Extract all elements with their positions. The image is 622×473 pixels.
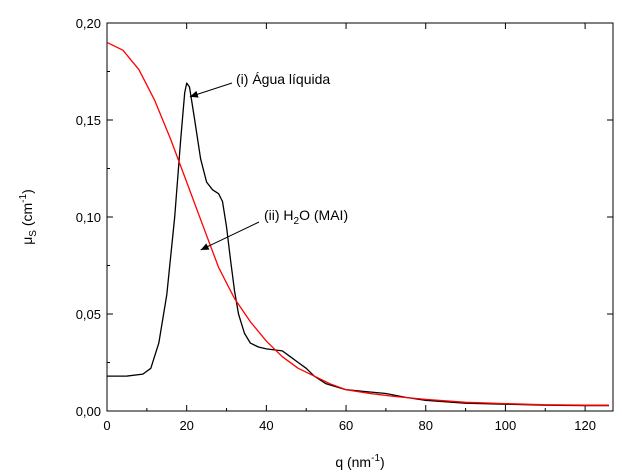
- annotation-arrowhead-2: [200, 243, 210, 250]
- x-axis-ticks: 0 20 40 60 80 100 120: [103, 23, 596, 433]
- x-axis-label-sup: -1: [371, 453, 380, 464]
- x-tick-label: 0: [103, 418, 110, 433]
- annotations: (i) Água líquida (ii) H2O (MAI): [189, 71, 348, 251]
- annotation-arrow-2: [200, 221, 260, 251]
- y-axis-label: μS (cm-1): [18, 189, 39, 245]
- annotation-arrowhead-1: [189, 90, 199, 98]
- series-line-2: [106, 41, 609, 406]
- x-tick-label: 60: [339, 418, 353, 433]
- annotation-h2o-sub: 2: [294, 216, 300, 227]
- x-tick-label: 120: [574, 418, 596, 433]
- y-axis-label-sup: -1: [18, 193, 29, 202]
- annotation-h2o-mai: (ii) H2O (MAI): [264, 207, 348, 227]
- y-tick-label: 0,15: [76, 113, 101, 128]
- y-axis-label-mid: (cm: [19, 203, 35, 230]
- y-axis-label-main: μ: [19, 237, 35, 245]
- x-axis-label-close: ): [380, 454, 385, 470]
- y-tick-label: 0,10: [76, 210, 101, 225]
- y-axis-label-sub: S: [28, 230, 39, 237]
- x-axis-label: q (nm-1): [335, 453, 384, 470]
- y-tick-label: 0,05: [76, 307, 101, 322]
- y-axis-ticks: 0,00 0,05 0,10 0,15 0,20: [76, 16, 613, 419]
- annotation-h2o-post: O (MAI): [299, 207, 348, 223]
- annotation-h2o-pre: (ii) H: [264, 207, 294, 223]
- plot-frame: [106, 22, 614, 412]
- annotation-water-liquid: (i) Água líquida: [236, 71, 330, 87]
- x-axis-label-main: q (nm: [335, 454, 371, 470]
- y-axis-label-close: ): [19, 189, 35, 194]
- y-tick-label: 0,20: [76, 16, 101, 31]
- x-tick-label: 40: [259, 418, 273, 433]
- series-layer: [106, 41, 609, 407]
- series-line-1: [107, 82, 609, 407]
- x-tick-label: 20: [179, 418, 193, 433]
- x-tick-label: 100: [495, 418, 517, 433]
- y-tick-label: 0,00: [76, 404, 101, 419]
- x-tick-label: 80: [419, 418, 433, 433]
